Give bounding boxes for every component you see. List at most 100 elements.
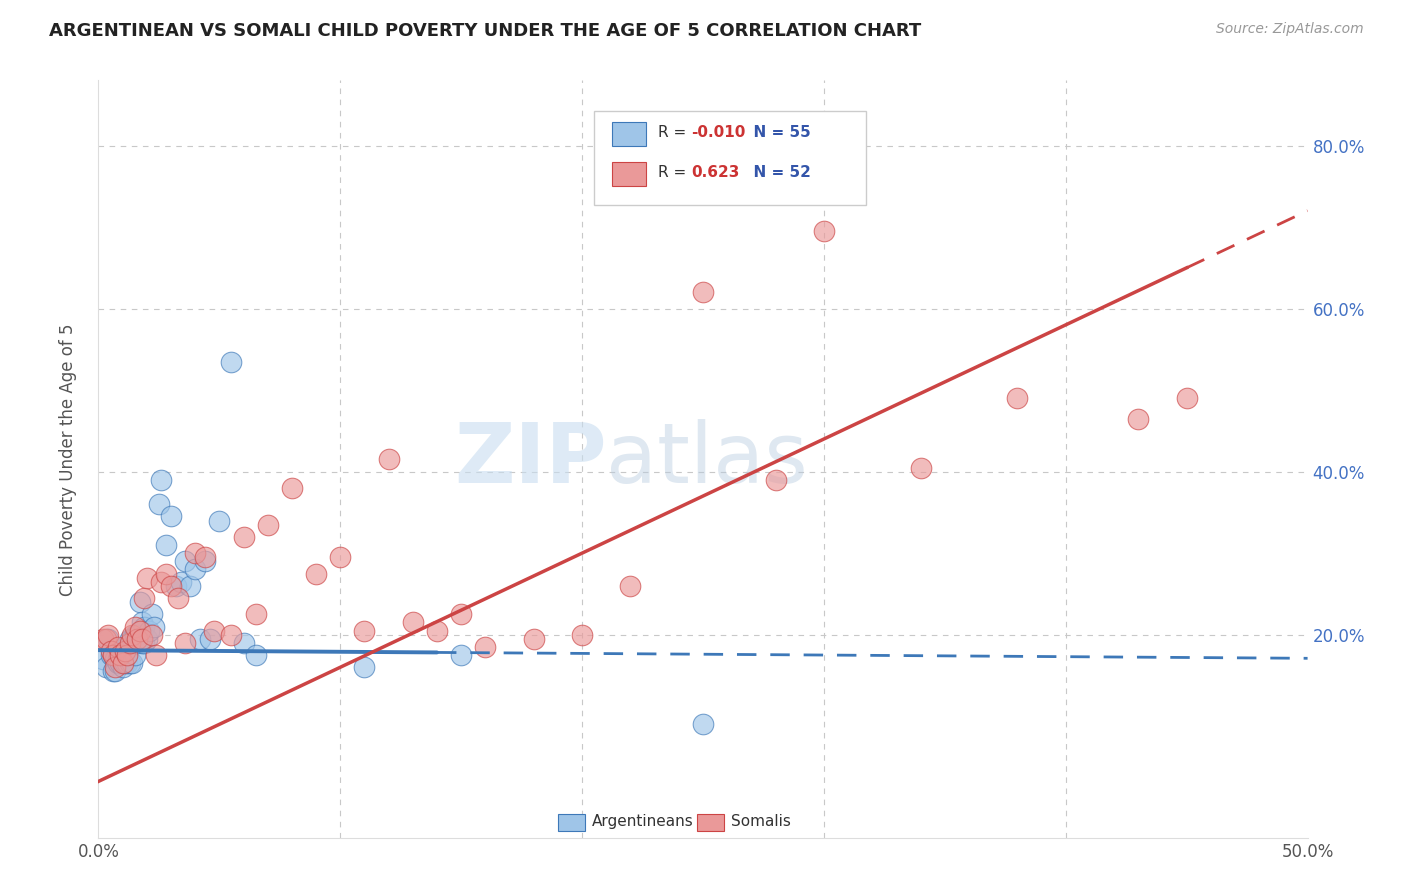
Point xyxy=(765,473,787,487)
Point xyxy=(94,660,117,674)
Point xyxy=(91,652,114,666)
Point xyxy=(107,656,129,670)
Point xyxy=(117,656,139,670)
Point xyxy=(121,628,143,642)
Y-axis label: Child Poverty Under the Age of 5: Child Poverty Under the Age of 5 xyxy=(59,323,77,596)
Point xyxy=(101,665,124,679)
Text: atlas: atlas xyxy=(606,419,808,500)
Point xyxy=(426,624,449,638)
Point xyxy=(127,636,149,650)
Point xyxy=(108,652,131,666)
Point xyxy=(245,648,267,662)
Point xyxy=(167,591,190,605)
Point xyxy=(256,517,278,532)
Point xyxy=(94,632,117,646)
Point xyxy=(232,636,254,650)
Point xyxy=(117,644,139,658)
Point xyxy=(131,615,153,630)
Point xyxy=(221,354,243,368)
Point xyxy=(150,574,173,589)
Point xyxy=(118,632,141,646)
Point xyxy=(232,530,254,544)
Point xyxy=(104,660,127,674)
Point xyxy=(188,632,211,646)
Point xyxy=(245,607,267,622)
Point xyxy=(141,607,163,622)
Point xyxy=(194,550,217,565)
Point xyxy=(692,285,714,300)
Point xyxy=(118,656,141,670)
Point xyxy=(353,660,375,674)
Text: Argentineans: Argentineans xyxy=(592,814,693,830)
Point xyxy=(221,628,243,642)
Text: R =: R = xyxy=(658,125,692,140)
Point xyxy=(100,648,122,662)
Point xyxy=(160,579,183,593)
Point xyxy=(97,632,120,646)
Point xyxy=(208,514,231,528)
Point xyxy=(1007,391,1029,405)
Point xyxy=(108,656,131,670)
Point xyxy=(131,632,153,646)
Point xyxy=(194,554,217,568)
Point xyxy=(107,652,129,666)
FancyBboxPatch shape xyxy=(595,111,866,205)
Text: ZIP: ZIP xyxy=(454,419,606,500)
Text: R =: R = xyxy=(658,165,696,180)
Bar xyxy=(613,162,647,186)
Point xyxy=(131,636,153,650)
Text: Somalis: Somalis xyxy=(731,814,790,830)
Bar xyxy=(613,122,647,146)
Point xyxy=(179,579,201,593)
Point xyxy=(127,628,149,642)
Point xyxy=(128,624,150,638)
Point xyxy=(155,566,177,581)
Point xyxy=(184,562,207,576)
Point xyxy=(91,632,114,646)
Point xyxy=(143,619,166,633)
Point xyxy=(121,632,143,646)
Point xyxy=(134,636,156,650)
Point xyxy=(101,648,124,662)
Point xyxy=(111,640,134,654)
Point xyxy=(97,628,120,642)
Point xyxy=(104,665,127,679)
Point xyxy=(121,656,143,670)
Point xyxy=(1128,411,1150,425)
Point xyxy=(148,497,170,511)
Point xyxy=(204,624,226,638)
Point xyxy=(134,591,156,605)
Point xyxy=(134,619,156,633)
Point xyxy=(104,652,127,666)
Point xyxy=(198,632,221,646)
Point xyxy=(329,550,352,565)
Point xyxy=(107,640,129,654)
Point xyxy=(111,660,134,674)
Point xyxy=(128,632,150,646)
Point xyxy=(101,648,124,662)
Point xyxy=(910,460,932,475)
Point xyxy=(353,624,375,638)
Point xyxy=(141,628,163,642)
Point xyxy=(117,648,139,662)
Point xyxy=(281,481,304,495)
Point xyxy=(135,632,157,646)
Point xyxy=(108,648,131,662)
Point xyxy=(174,636,197,650)
Point xyxy=(305,566,328,581)
Point xyxy=(145,648,167,662)
Text: ARGENTINEAN VS SOMALI CHILD POVERTY UNDER THE AGE OF 5 CORRELATION CHART: ARGENTINEAN VS SOMALI CHILD POVERTY UNDE… xyxy=(49,22,921,40)
Point xyxy=(124,619,146,633)
Point xyxy=(150,473,173,487)
Point xyxy=(155,538,177,552)
Text: Source: ZipAtlas.com: Source: ZipAtlas.com xyxy=(1216,22,1364,37)
Point xyxy=(184,546,207,560)
Point xyxy=(124,628,146,642)
Point xyxy=(128,595,150,609)
Point xyxy=(169,574,191,589)
Point xyxy=(474,640,496,654)
Point xyxy=(450,607,472,622)
Text: N = 52: N = 52 xyxy=(742,165,811,180)
Point xyxy=(118,636,141,650)
Point xyxy=(111,656,134,670)
